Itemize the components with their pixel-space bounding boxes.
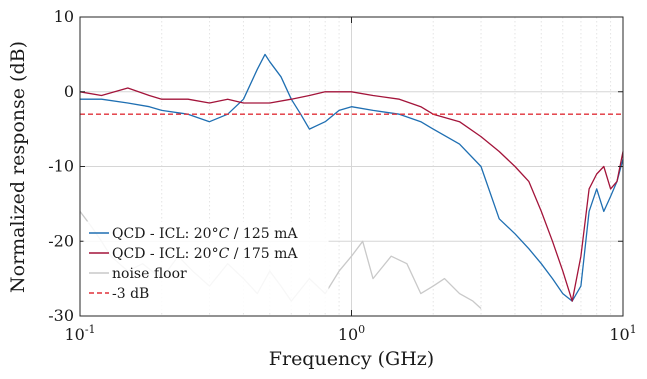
legend-label: noise floor [112,266,187,282]
x-tick-label: 10-1 [64,323,95,344]
y-axis-label: Normalized response (dB) [7,41,29,293]
y-tick-label: 0 [64,82,74,101]
legend-label: QCD - ICL: 20°C / 125 mA [112,226,298,242]
legend-box [83,221,329,312]
y-tick-label: -20 [48,231,74,250]
x-axis-label: Frequency (GHz) [269,348,434,370]
y-tick-label: -30 [48,306,74,325]
legend-label: -3 dB [112,286,149,302]
series-line-qcd-icl-20-c-125-ma [80,53,624,302]
x-tick-label: 101 [609,323,636,344]
legend-label: QCD - ICL: 20°C / 175 mA [112,246,298,262]
legend: QCD - ICL: 20°C / 125 mA QCD - ICL: 20°C … [83,221,329,312]
x-tick-label: 100 [338,323,365,344]
y-tick-label: -10 [48,157,74,176]
y-tick-label: 10 [54,7,74,26]
series-line-qcd-icl-20-c-175-ma [79,87,624,302]
